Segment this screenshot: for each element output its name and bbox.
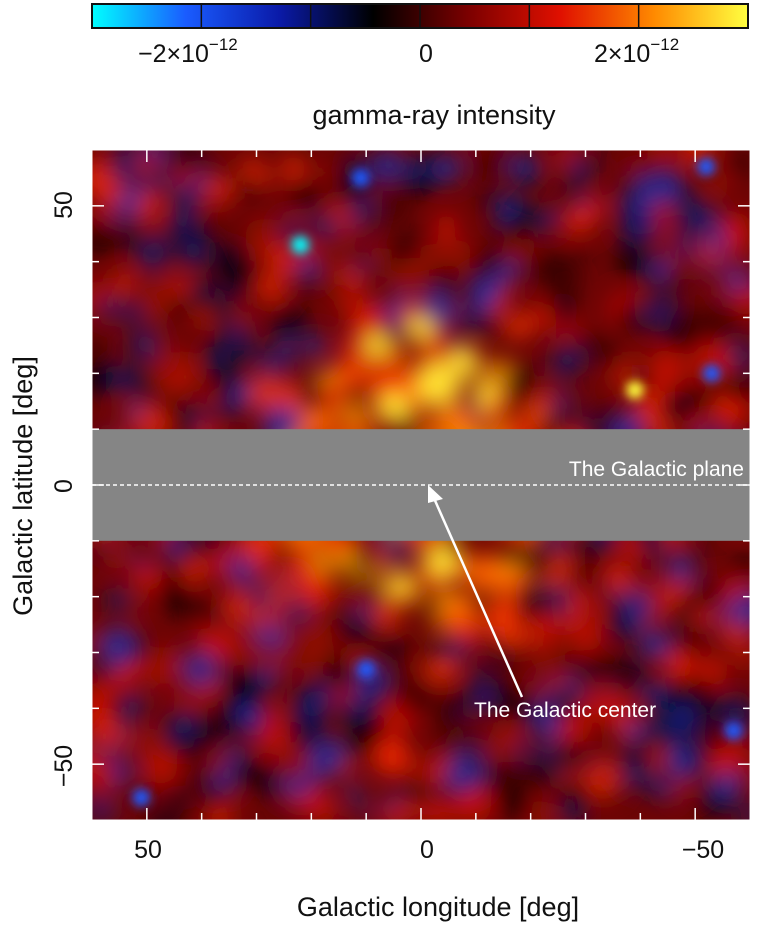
source-4 bbox=[724, 721, 743, 740]
source-2 bbox=[697, 157, 716, 176]
galactic-center-arrow bbox=[428, 485, 524, 698]
colorbar-tick-label-zero: 0 bbox=[419, 40, 433, 68]
source-6 bbox=[625, 381, 644, 400]
galactic-center-label: The Galactic center bbox=[474, 699, 656, 722]
colorbar-ticks bbox=[200, 4, 640, 28]
source-5 bbox=[132, 788, 151, 807]
y-axis-title: Galactic latitude [deg] bbox=[8, 356, 38, 616]
x-tick-label-0: 0 bbox=[420, 836, 434, 864]
y-tick-label-0: 0 bbox=[50, 479, 78, 493]
source-0 bbox=[291, 235, 310, 254]
y-tick-label-neg50: −50 bbox=[50, 745, 78, 787]
colorbar-label: gamma-ray intensity bbox=[312, 100, 556, 130]
x-tick-label-neg50: −50 bbox=[682, 836, 724, 864]
colorbar-tick-label-neg: −2×10−12 bbox=[138, 35, 238, 68]
x-ticks bbox=[146, 150, 696, 820]
x-tick-label-50: 50 bbox=[134, 836, 162, 864]
heatmap-sources bbox=[132, 157, 743, 807]
y-ticks bbox=[92, 205, 750, 765]
source-7 bbox=[357, 660, 376, 679]
galactic-plane-label: The Galactic plane bbox=[569, 458, 744, 481]
x-axis-title: Galactic longitude [deg] bbox=[297, 892, 579, 922]
source-1 bbox=[351, 168, 370, 187]
heatmap bbox=[92, 150, 750, 820]
y-tick-label-50: 50 bbox=[50, 191, 78, 219]
colorbar-tick-label-pos: 2×10−12 bbox=[594, 35, 679, 68]
colorbar: −2×10−12 0 2×10−12 gamma-ray intensity bbox=[91, 3, 749, 130]
source-3 bbox=[702, 364, 721, 383]
